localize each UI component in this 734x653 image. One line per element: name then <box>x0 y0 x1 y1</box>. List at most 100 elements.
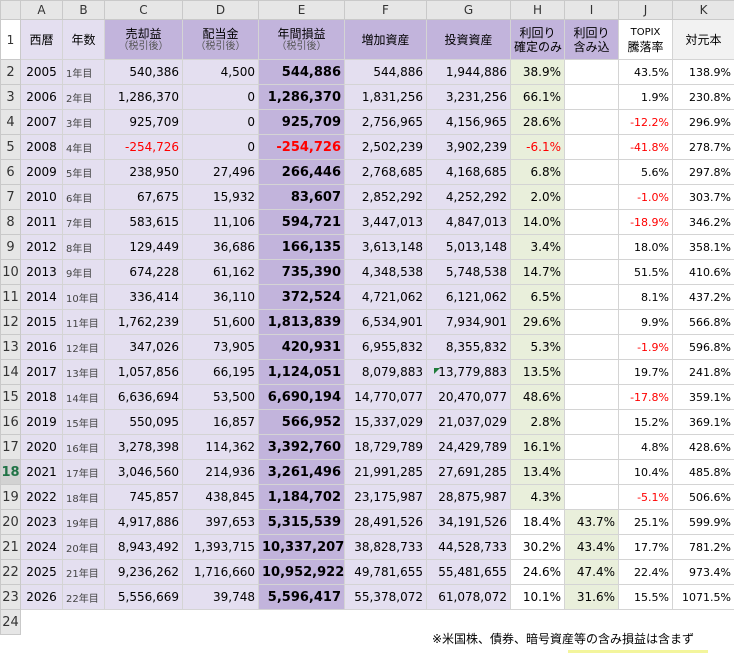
cell-elapsed[interactable]: 15年目 <box>62 409 105 435</box>
cell-annual-pl[interactable]: 566,952 <box>258 409 345 435</box>
cell-yield-realized[interactable]: -6.1% <box>510 134 565 160</box>
cell-yield-realized[interactable]: 2.8% <box>510 409 565 435</box>
cell-topix[interactable]: 4.8% <box>618 434 673 460</box>
cell-increase-assets[interactable]: 2,502,239 <box>344 134 427 160</box>
cell-increase-assets[interactable]: 55,378,072 <box>344 584 427 610</box>
cell-investment-assets[interactable]: 44,528,733 <box>426 534 511 560</box>
cell-increase-assets[interactable]: 2,756,965 <box>344 109 427 135</box>
header-yield-unrealized[interactable]: 利回り 含み込 <box>564 19 619 60</box>
empty-cell[interactable] <box>63 610 105 635</box>
cell-sale-profit[interactable]: 5,556,669 <box>104 584 183 610</box>
row-number[interactable]: 10 <box>0 259 21 285</box>
cell-yield-realized[interactable]: 2.0% <box>510 184 565 210</box>
cell-investment-assets[interactable]: 28,875,987 <box>426 484 511 510</box>
cell-annual-pl[interactable]: 5,596,417 <box>258 584 345 610</box>
cell-increase-assets[interactable]: 4,721,062 <box>344 284 427 310</box>
cell-vs-principal[interactable]: 241.8% <box>672 359 734 385</box>
cell-topix[interactable]: -17.8% <box>618 384 673 410</box>
cell-yield-realized[interactable]: 29.6% <box>510 309 565 335</box>
cell-increase-assets[interactable]: 21,991,285 <box>344 459 427 485</box>
cell-investment-assets[interactable]: 4,168,685 <box>426 159 511 185</box>
cell-vs-principal[interactable]: 1071.5% <box>672 584 734 610</box>
cell-topix[interactable]: 9.9% <box>618 309 673 335</box>
cell-yield-unrealized[interactable] <box>564 84 619 110</box>
cell-year[interactable]: 2024 <box>20 534 63 560</box>
cell-elapsed[interactable]: 13年目 <box>62 359 105 385</box>
cell-sale-profit[interactable]: 129,449 <box>104 234 183 260</box>
cell-dividend[interactable]: 36,686 <box>182 234 259 260</box>
cell-annual-pl[interactable]: 3,392,760 <box>258 434 345 460</box>
cell-investment-assets[interactable]: 21,037,029 <box>426 409 511 435</box>
header-topix[interactable]: TOPIX 騰落率 <box>618 19 673 60</box>
row-number[interactable]: 11 <box>0 284 21 310</box>
cell-vs-principal[interactable]: 410.6% <box>672 259 734 285</box>
cell-vs-principal[interactable]: 346.2% <box>672 209 734 235</box>
cell-increase-assets[interactable]: 1,831,256 <box>344 84 427 110</box>
cell-sale-profit[interactable]: 336,414 <box>104 284 183 310</box>
cell-elapsed[interactable]: 1年目 <box>62 59 105 85</box>
cell-increase-assets[interactable]: 3,613,148 <box>344 234 427 260</box>
cell-topix[interactable]: -12.2% <box>618 109 673 135</box>
cell-yield-unrealized[interactable]: 43.7% <box>564 509 619 535</box>
cell-increase-assets[interactable]: 38,828,733 <box>344 534 427 560</box>
cell-year[interactable]: 2026 <box>20 584 63 610</box>
cell-vs-principal[interactable]: 359.1% <box>672 384 734 410</box>
cell-year[interactable]: 2015 <box>20 309 63 335</box>
cell-topix[interactable]: -18.9% <box>618 209 673 235</box>
cell-annual-pl[interactable]: 594,721 <box>258 209 345 235</box>
cell-dividend[interactable]: 0 <box>182 134 259 160</box>
cell-year[interactable]: 2022 <box>20 484 63 510</box>
row-number[interactable]: 13 <box>0 334 21 360</box>
cell-investment-assets[interactable]: 5,013,148 <box>426 234 511 260</box>
cell-investment-assets[interactable]: 61,078,072 <box>426 584 511 610</box>
cell-elapsed[interactable]: 22年目 <box>62 584 105 610</box>
header-elapsed[interactable]: 年数 <box>62 19 105 60</box>
cell-elapsed[interactable]: 9年目 <box>62 259 105 285</box>
cell-investment-assets[interactable]: 5,748,538 <box>426 259 511 285</box>
cell-investment-assets[interactable]: 4,156,965 <box>426 109 511 135</box>
cell-vs-principal[interactable]: 781.2% <box>672 534 734 560</box>
cell-yield-unrealized[interactable]: 47.4% <box>564 559 619 585</box>
cell-yield-unrealized[interactable] <box>564 459 619 485</box>
cell-annual-pl[interactable]: 266,446 <box>258 159 345 185</box>
cell-elapsed[interactable]: 18年目 <box>62 484 105 510</box>
cell-dividend[interactable]: 51,600 <box>182 309 259 335</box>
row-number[interactable]: 2 <box>0 59 21 85</box>
cell-vs-principal[interactable]: 566.8% <box>672 309 734 335</box>
row-number[interactable]: 17 <box>0 434 21 460</box>
cell-year[interactable]: 2012 <box>20 234 63 260</box>
cell-increase-assets[interactable]: 14,770,077 <box>344 384 427 410</box>
cell-increase-assets[interactable]: 4,348,538 <box>344 259 427 285</box>
cell-increase-assets[interactable]: 8,079,883 <box>344 359 427 385</box>
cell-topix[interactable]: -41.8% <box>618 134 673 160</box>
cell-yield-realized[interactable]: 4.3% <box>510 484 565 510</box>
cell-dividend[interactable]: 11,106 <box>182 209 259 235</box>
cell-dividend[interactable]: 39,748 <box>182 584 259 610</box>
cell-annual-pl[interactable]: 372,524 <box>258 284 345 310</box>
column-header-b[interactable]: B <box>62 0 105 20</box>
cell-year[interactable]: 2013 <box>20 259 63 285</box>
cell-yield-realized[interactable]: 13.5% <box>510 359 565 385</box>
cell-investment-assets[interactable]: 8,355,832 <box>426 334 511 360</box>
row-number[interactable]: 3 <box>0 84 21 110</box>
cell-topix[interactable]: 1.9% <box>618 84 673 110</box>
cell-topix[interactable]: -1.9% <box>618 334 673 360</box>
cell-elapsed[interactable]: 14年目 <box>62 384 105 410</box>
cell-increase-assets[interactable]: 6,955,832 <box>344 334 427 360</box>
select-all-corner[interactable] <box>0 0 21 20</box>
cell-annual-pl[interactable]: 1,124,051 <box>258 359 345 385</box>
cell-dividend[interactable]: 1,716,660 <box>182 559 259 585</box>
cell-year[interactable]: 2018 <box>20 384 63 410</box>
cell-yield-unrealized[interactable] <box>564 209 619 235</box>
row-number[interactable]: 22 <box>0 559 21 585</box>
cell-dividend[interactable]: 0 <box>182 109 259 135</box>
cell-yield-realized[interactable]: 38.9% <box>510 59 565 85</box>
cell-annual-pl[interactable]: 166,135 <box>258 234 345 260</box>
cell-vs-principal[interactable]: 230.8% <box>672 84 734 110</box>
cell-topix[interactable]: 22.4% <box>618 559 673 585</box>
row-number[interactable]: 20 <box>0 509 21 535</box>
cell-topix[interactable]: 51.5% <box>618 259 673 285</box>
cell-vs-principal[interactable]: 369.1% <box>672 409 734 435</box>
header-sale-profit[interactable]: 売却益 （税引後） <box>104 19 183 60</box>
cell-annual-pl[interactable]: 83,607 <box>258 184 345 210</box>
